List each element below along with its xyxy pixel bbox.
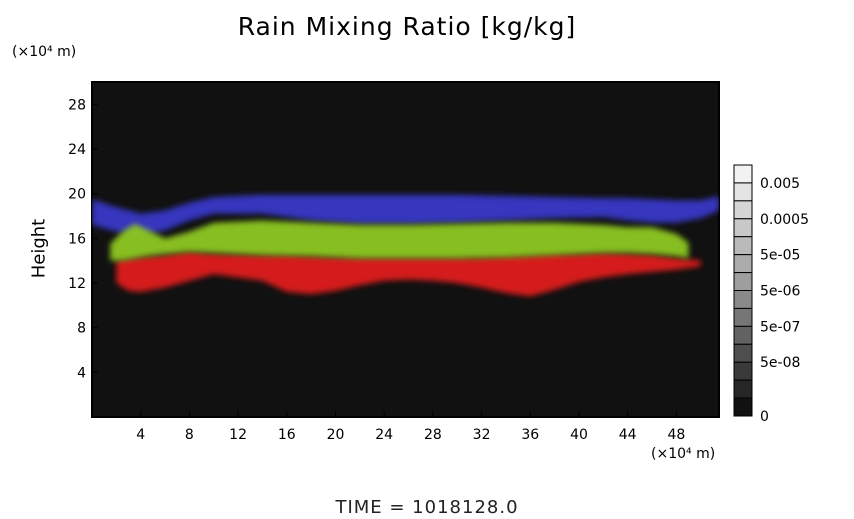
colorbar-label: 5e-07 [760, 319, 800, 335]
y-tick-label: 4 [77, 365, 86, 381]
x-tick-label: 32 [473, 427, 491, 443]
chart-title: Rain Mixing Ratio [kg/kg] [237, 12, 577, 41]
y-tick-label: 16 [68, 231, 86, 247]
colorbar-segment [733, 254, 753, 274]
y-axis-unit: (×10⁴ m) [12, 44, 77, 60]
y-tick-label: 12 [68, 276, 86, 292]
x-tick-label: 24 [375, 427, 393, 443]
colorbar-segment [733, 397, 753, 417]
x-tick-label: 8 [185, 427, 194, 443]
colorbar-segment [733, 182, 753, 202]
colorbar-segment [733, 164, 753, 184]
colorbar-segment [733, 218, 753, 238]
data-layers [92, 194, 719, 297]
x-tick-label: 36 [521, 427, 539, 443]
colorbar: 0.005 0.0005 5e-05 5e-06 5e-07 5e-08 0 [733, 164, 809, 425]
y-tick-label: 28 [68, 97, 86, 113]
blue-rain-layer [92, 194, 719, 237]
x-tick-label: 28 [424, 427, 442, 443]
green-rain-layer [110, 220, 689, 261]
x-tick-label: 12 [229, 427, 247, 443]
colorbar-label: 0.005 [760, 176, 800, 192]
y-tick-label: 8 [77, 321, 86, 337]
y-tick-label: 24 [68, 142, 86, 158]
colorbar-segment [733, 236, 753, 256]
y-tick-label: 20 [68, 187, 86, 203]
colorbar-label: 0 [760, 409, 769, 425]
colorbar-segment [733, 343, 753, 363]
x-tick-label: 48 [667, 427, 685, 443]
x-tick-label: 4 [136, 427, 145, 443]
x-tick-label: 40 [570, 427, 588, 443]
x-tick-label: 20 [327, 427, 345, 443]
colorbar-segment [733, 200, 753, 220]
time-footer: TIME = 1018128.0 [335, 497, 519, 518]
colorbar-segment [733, 361, 753, 381]
colorbar-segment [733, 290, 753, 309]
x-tick-label: 44 [619, 427, 637, 443]
x-tick-label: 16 [278, 427, 296, 443]
colorbar-label: 0.0005 [760, 212, 809, 228]
x-axis-unit: (×10⁴ m) [651, 446, 716, 462]
colorbar-label: 5e-06 [760, 284, 800, 300]
colorbar-segment [733, 379, 753, 399]
red-rain-layer [116, 251, 701, 297]
colorbar-segment [733, 307, 753, 327]
colorbar-label: 5e-08 [760, 355, 800, 371]
colorbar-segment [733, 325, 753, 345]
colorbar-segment [733, 272, 753, 292]
colorbar-label: 5e-05 [760, 248, 800, 264]
